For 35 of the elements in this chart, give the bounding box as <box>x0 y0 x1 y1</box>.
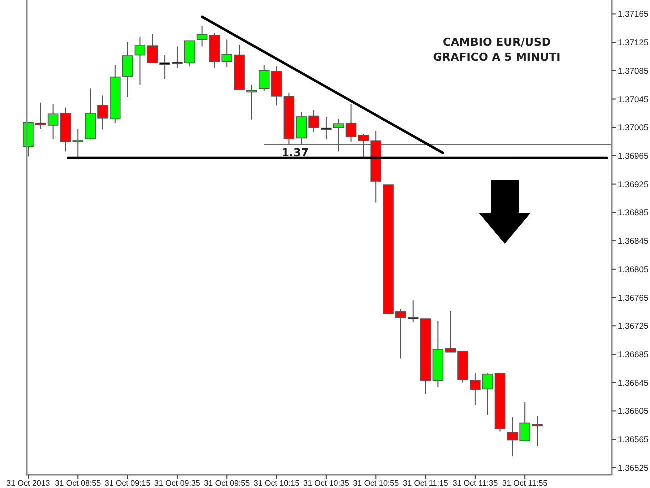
y-tick-label: 1.37005 <box>618 122 649 133</box>
x-tick-label: 31 Oct 09:55 <box>204 479 251 488</box>
y-tick-label: 1.36645 <box>618 378 649 388</box>
candlestick <box>246 84 258 120</box>
x-tick-label: 31 Oct 11:55 <box>502 479 548 488</box>
candlestick <box>122 42 134 98</box>
x-tick-label: 31 Oct 08:55 <box>55 479 102 488</box>
y-tick-label: 1.36765 <box>618 292 649 303</box>
candlestick <box>321 116 332 140</box>
y-tick-label: 1.36925 <box>618 179 649 190</box>
x-tick-label: 31 Oct 10:35 <box>304 479 350 488</box>
candlestick <box>196 26 208 48</box>
y-tick-label: 1.36525 <box>618 462 649 473</box>
y-tick-label: 1.37165 <box>618 9 649 20</box>
y-tick-label: 1.36685 <box>618 349 649 360</box>
y-tick-label: 1.36845 <box>618 236 649 246</box>
y-tick-label: 1.37085 <box>618 66 649 76</box>
x-tick-label: 31 Oct 11:15 <box>403 479 449 488</box>
y-tick-label: 1.37125 <box>618 38 649 48</box>
y-tick-label: 1.36805 <box>618 264 649 274</box>
text: CAMBIO EUR/USD <box>442 36 552 49</box>
y-tick-label: 1.36725 <box>618 321 649 332</box>
y-tick-label: 1.36565 <box>618 434 649 445</box>
y-tick-label: 1.37045 <box>618 94 649 104</box>
y-tick-label: 1.36605 <box>618 406 649 416</box>
y-tick-label: 1.36885 <box>618 208 649 218</box>
x-tick-label: 31 Oct 2013 <box>6 479 51 488</box>
x-tick-label: 31 Oct 09:15 <box>104 479 152 488</box>
x-tick-label: 31 Oct 09:35 <box>154 479 201 488</box>
x-tick-label: 31 Oct 10:55 <box>353 479 400 488</box>
ref-line-label: 1.37 <box>282 146 309 160</box>
x-tick-label: 31 Oct 11:35 <box>452 479 499 488</box>
x-tick-label: 31 Oct 10:15 <box>254 479 300 488</box>
y-tick-label: 1.36965 <box>618 150 649 161</box>
text: GRAFICO A 5 MINUTI <box>433 51 561 64</box>
